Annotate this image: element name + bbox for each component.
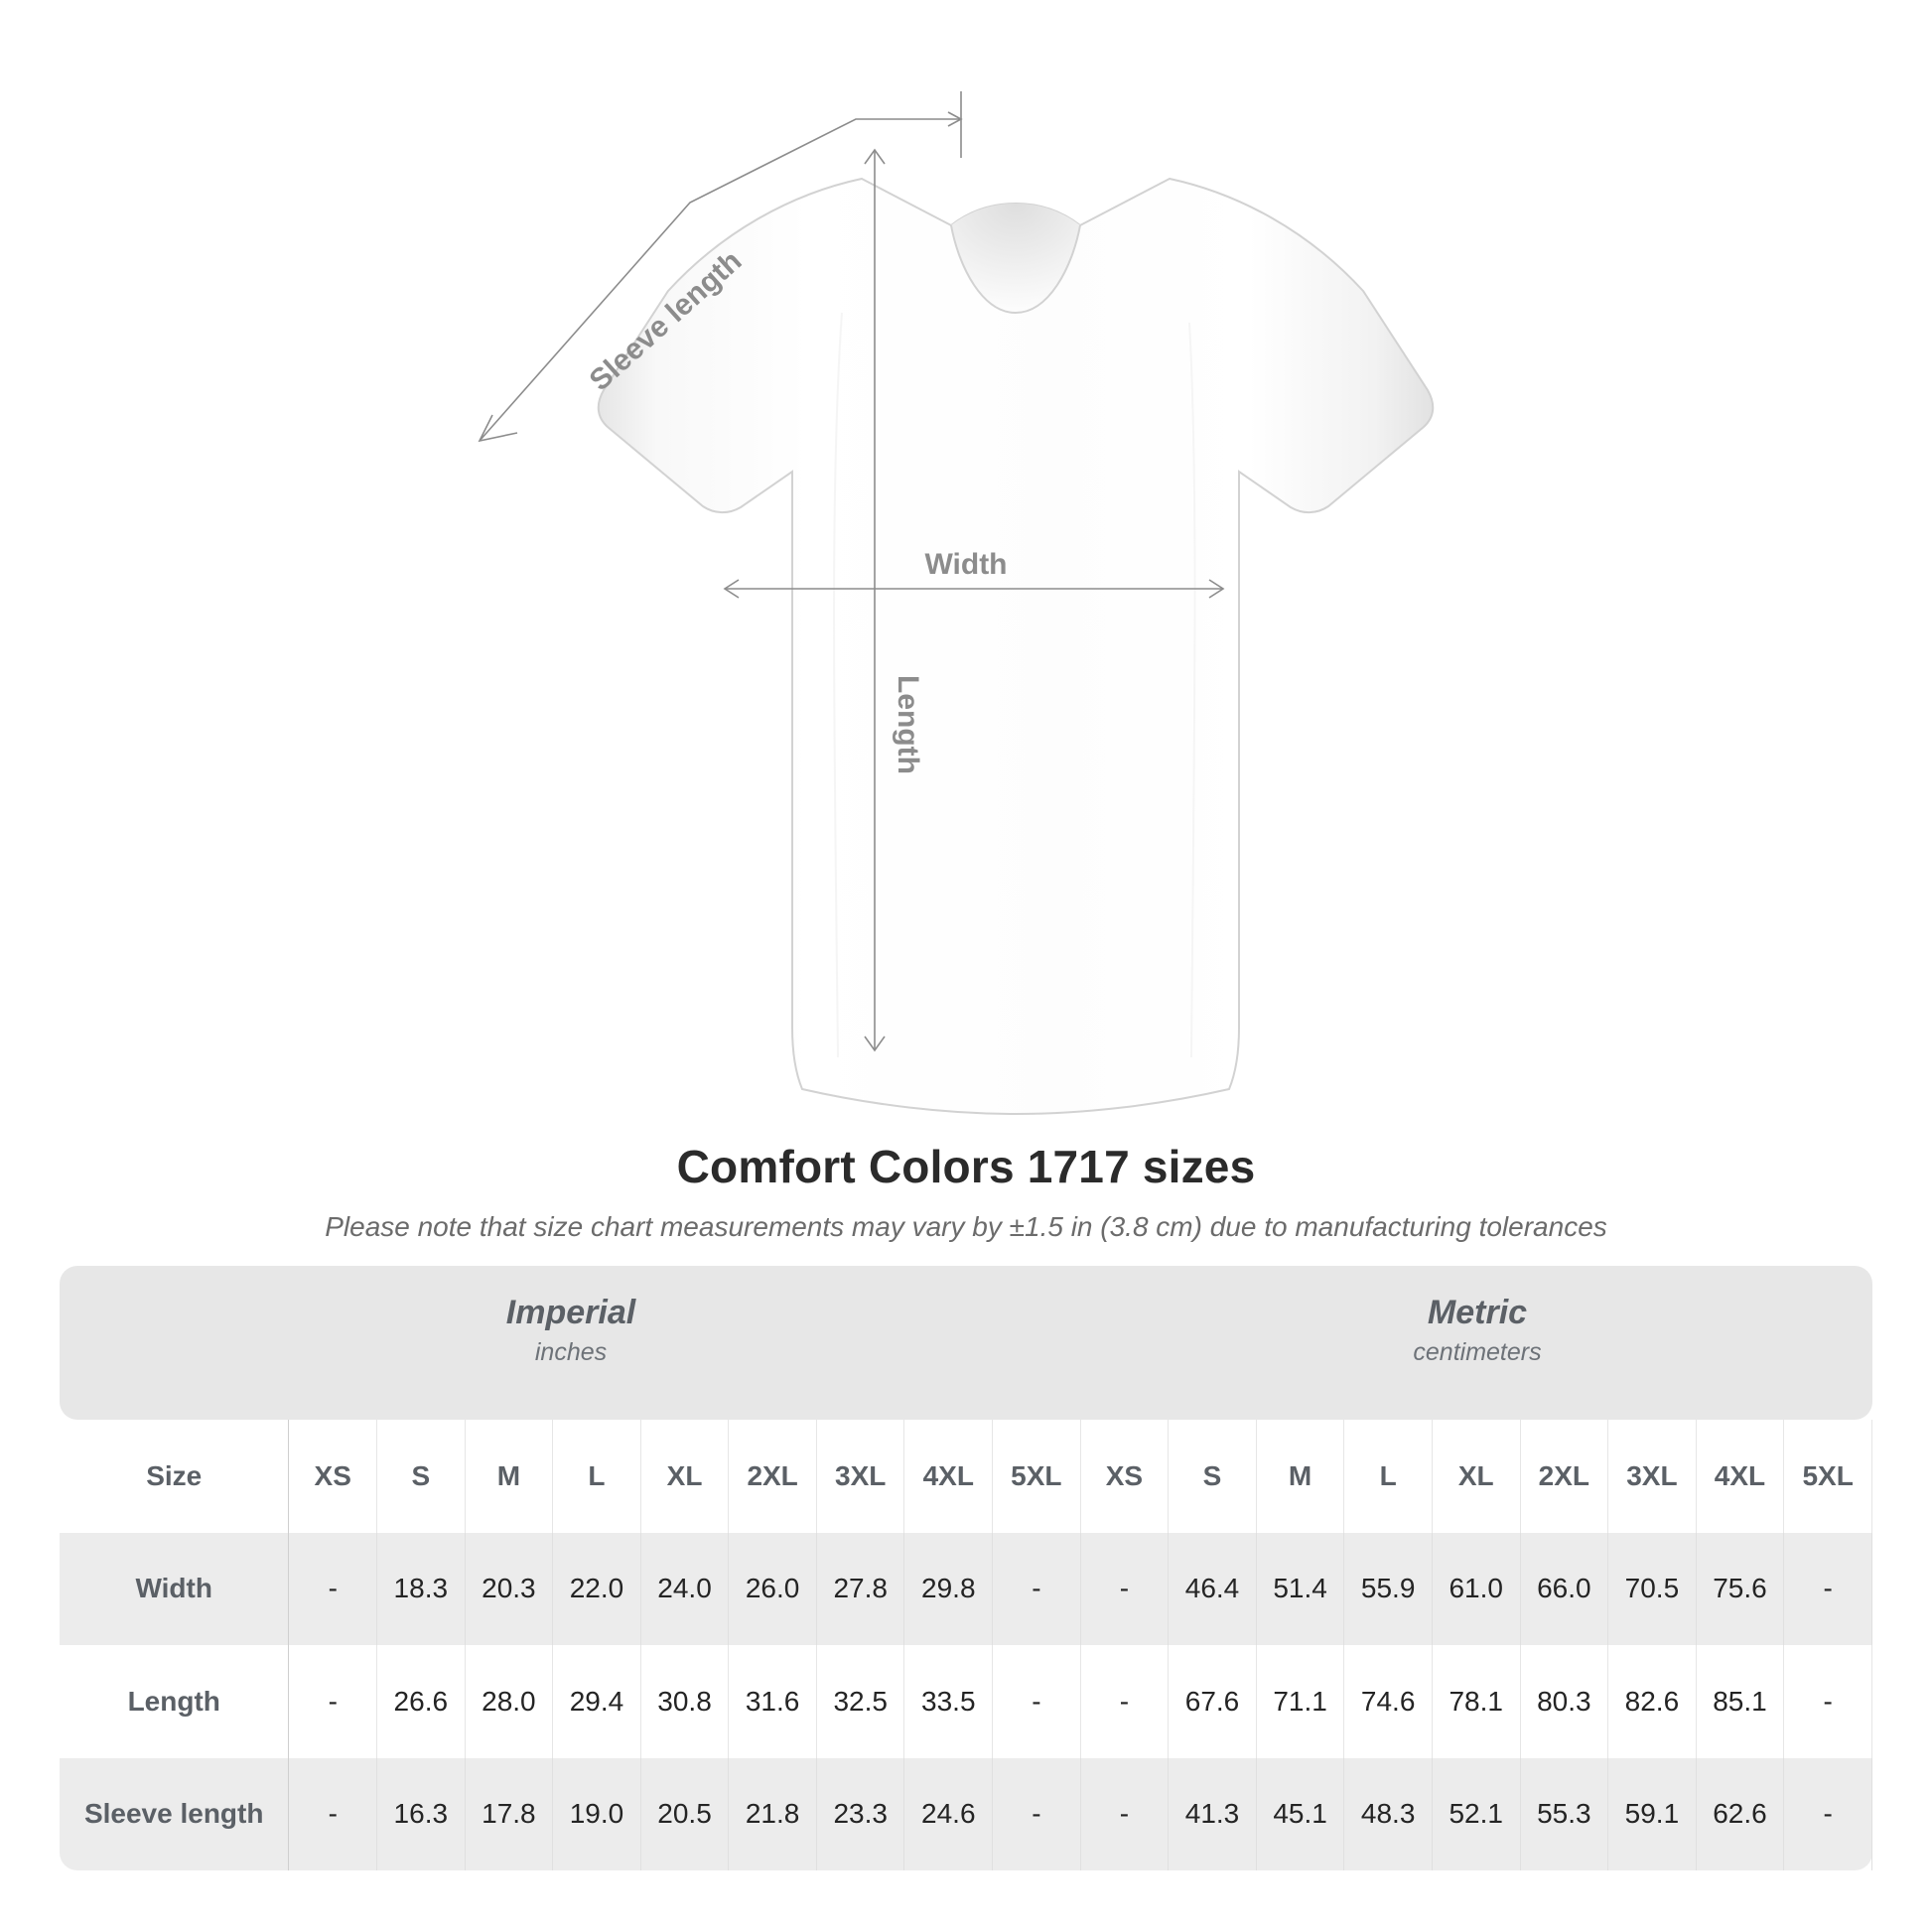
svg-text:Length: Length	[892, 675, 924, 774]
svg-text:Width: Width	[924, 548, 1007, 581]
